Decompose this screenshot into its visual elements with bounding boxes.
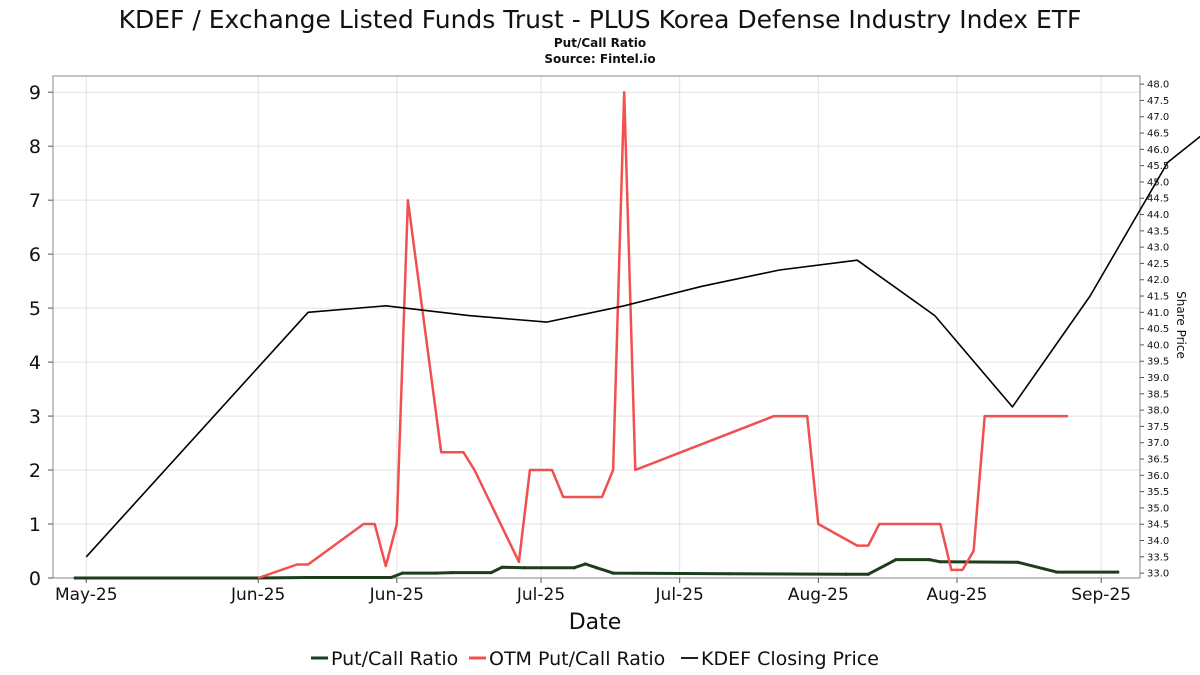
chart-title: KDEF / Exchange Listed Funds Trust - PLU… — [119, 5, 1082, 34]
right-tick-label: 39.5 — [1147, 357, 1169, 368]
right-tick-label: 44.5 — [1147, 194, 1169, 205]
right-tick-label: 43.5 — [1147, 226, 1169, 237]
left-tick-label: 0 — [29, 568, 41, 590]
right-tick-label: 36.0 — [1147, 471, 1169, 482]
right-tick-label: 46.5 — [1147, 129, 1169, 140]
right-tick-label: 42.0 — [1147, 275, 1169, 286]
x-tick-label: Jun-25 — [369, 585, 424, 605]
legend-label: OTM Put/Call Ratio — [489, 648, 665, 670]
legend: Put/Call Ratio OTM Put/Call Ratio KDEF Clo… — [311, 648, 879, 670]
right-tick-label: 34.5 — [1147, 520, 1169, 531]
right-tick-label: 43.0 — [1147, 243, 1169, 254]
put-call-ratio-point — [611, 571, 615, 575]
right-tick-label: 38.0 — [1147, 406, 1169, 417]
series-line-put-call-ratio — [75, 558, 1118, 580]
put-call-ratio-point — [894, 558, 898, 562]
series-line-kdef-closing-price — [85, 135, 1200, 558]
right-tick-label: 41.0 — [1147, 308, 1169, 319]
right-tick-label: 45.0 — [1147, 177, 1169, 188]
x-axis: May-25 Jun-25 Jun-25 Jul-25 Jul-25 Aug-25 Aug-… — [55, 578, 1131, 605]
right-tick-label: 40.0 — [1147, 340, 1169, 351]
series-line-otm-put-call-ratio — [257, 90, 1068, 580]
chart-source: Source: Fintel.io — [544, 52, 655, 66]
left-tick-label: 4 — [29, 352, 41, 374]
put-call-ratio-point — [594, 566, 599, 570]
put-call-ratio-point — [1116, 570, 1120, 574]
put-call-ratio-point — [938, 560, 942, 564]
put-call-ratio-point — [522, 566, 527, 570]
left-tick-label: 8 — [29, 136, 41, 158]
left-tick-label: 1 — [29, 514, 41, 536]
right-tick-label: 39.0 — [1147, 373, 1169, 384]
right-tick-label: 34.0 — [1147, 536, 1169, 547]
right-tick-label: 35.0 — [1147, 503, 1169, 514]
put-call-ratio-point — [306, 575, 310, 580]
series-lines — [73, 90, 1200, 580]
left-tick-label: 9 — [29, 82, 41, 104]
x-tick-label: Jun-25 — [230, 585, 285, 605]
right-tick-label: 37.5 — [1147, 422, 1169, 433]
put-call-ratio-point — [434, 571, 438, 575]
put-call-ratio-point — [389, 575, 393, 580]
right-tick-label: 48.0 — [1147, 80, 1169, 91]
right-tick-label: 47.5 — [1147, 96, 1169, 107]
left-tick-label: 7 — [29, 190, 41, 212]
put-call-ratio-point — [583, 562, 588, 566]
put-call-ratio-point — [73, 576, 77, 580]
right-y-axis: 33.0 33.5 34.0 34.5 35.0 35.5 36.0 36.5 37.0 37.5… — [1140, 80, 1169, 580]
right-tick-label: 40.5 — [1147, 324, 1169, 335]
x-tick-label: Aug-25 — [927, 585, 988, 605]
left-y-axis: 0 1 2 3 4 5 6 7 8 9 — [29, 82, 53, 590]
right-axis-label: Share Price — [1174, 291, 1188, 359]
x-tick-label: May-25 — [55, 585, 118, 605]
put-call-ratio-point — [866, 572, 870, 576]
legend-label: KDEF Closing Price — [701, 648, 879, 670]
right-tick-label: 47.0 — [1147, 112, 1169, 123]
right-tick-label: 33.5 — [1147, 552, 1169, 563]
legend-label: Put/Call Ratio — [331, 648, 458, 670]
put-call-ratio-point — [500, 565, 504, 569]
right-tick-label: 42.5 — [1147, 259, 1169, 270]
put-call-ratio-point — [450, 571, 454, 575]
right-tick-label: 46.0 — [1147, 145, 1169, 156]
put-call-ratio-point — [489, 571, 493, 575]
right-tick-label: 38.5 — [1147, 389, 1169, 400]
right-tick-label: 36.5 — [1147, 455, 1169, 466]
right-tick-label: 37.0 — [1147, 438, 1169, 449]
left-tick-label: 2 — [29, 460, 41, 482]
put-call-ratio-point — [1016, 560, 1020, 564]
x-tick-label: Aug-25 — [788, 585, 849, 605]
x-tick-label: Jul-25 — [655, 585, 704, 605]
put-call-ratio-point — [1055, 570, 1059, 574]
grid-lines — [53, 76, 1140, 579]
right-tick-label: 45.5 — [1147, 161, 1169, 172]
put-call-ratio-point — [400, 571, 404, 575]
put-call-ratio-point — [927, 558, 931, 562]
put-call-ratio-point — [728, 572, 732, 576]
right-tick-label: 33.0 — [1147, 569, 1169, 580]
plot-area — [52, 75, 1141, 579]
left-tick-label: 3 — [29, 406, 41, 428]
x-tick-label: Jul-25 — [516, 585, 565, 605]
x-tick-label: Sep-25 — [1071, 585, 1131, 605]
chart-subtitle: Put/Call Ratio — [554, 36, 646, 50]
left-tick-label: 5 — [29, 298, 41, 320]
put-call-ratio-point — [844, 572, 848, 576]
left-tick-label: 6 — [29, 244, 41, 266]
put-call-ratio-point — [361, 575, 366, 580]
put-call-ratio-point — [572, 566, 576, 570]
right-tick-label: 44.0 — [1147, 210, 1169, 221]
x-axis-label: Date — [569, 610, 622, 635]
right-tick-label: 35.5 — [1147, 487, 1169, 498]
right-tick-label: 41.5 — [1147, 292, 1169, 303]
